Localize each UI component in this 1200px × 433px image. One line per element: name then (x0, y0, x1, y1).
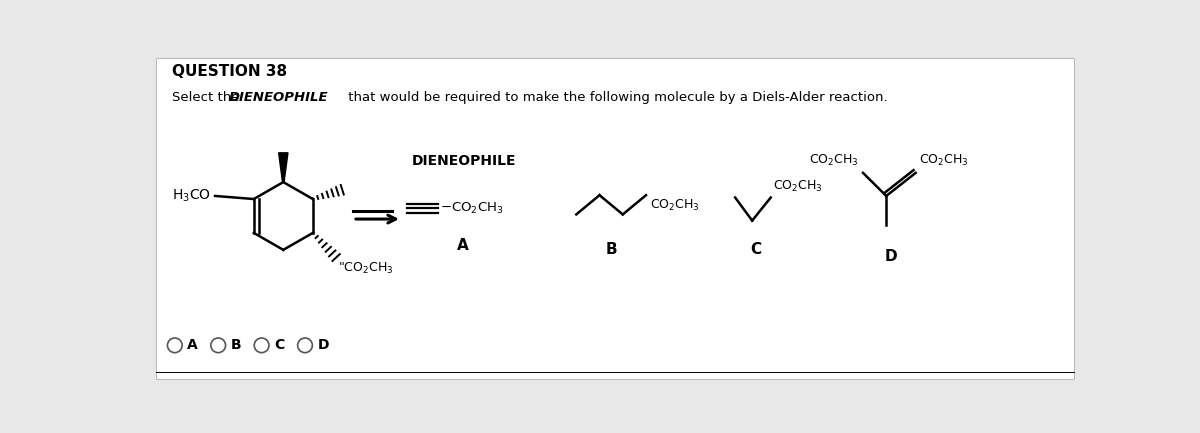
Text: that would be required to make the following molecule by a Diels-Alder reaction.: that would be required to make the follo… (343, 91, 887, 104)
Text: B: B (230, 338, 241, 352)
Circle shape (298, 338, 312, 352)
Text: C: C (274, 338, 284, 352)
Text: D: D (884, 249, 898, 264)
Text: A: A (457, 238, 469, 253)
Text: CO$_2$CH$_3$: CO$_2$CH$_3$ (650, 198, 700, 213)
Text: H$_3$CO: H$_3$CO (172, 188, 211, 204)
Text: Select the: Select the (172, 91, 244, 104)
Text: C: C (750, 242, 762, 257)
Text: B: B (605, 242, 617, 257)
Text: CO$_2$CH$_3$: CO$_2$CH$_3$ (773, 178, 823, 194)
Text: A: A (187, 338, 198, 352)
Text: D: D (317, 338, 329, 352)
Circle shape (168, 338, 182, 352)
Text: "CO$_2$CH$_3$: "CO$_2$CH$_3$ (338, 261, 394, 276)
Text: $-$CO$_2$CH$_3$: $-$CO$_2$CH$_3$ (440, 201, 504, 216)
Circle shape (211, 338, 226, 352)
Circle shape (254, 338, 269, 352)
Text: CO$_2$CH$_3$: CO$_2$CH$_3$ (809, 153, 859, 168)
Polygon shape (278, 153, 288, 182)
Text: QUESTION 38: QUESTION 38 (172, 64, 287, 78)
Text: DIENEOPHILE: DIENEOPHILE (228, 91, 328, 104)
Text: CO$_2$CH$_3$: CO$_2$CH$_3$ (919, 153, 968, 168)
Text: DIENEOPHILE: DIENEOPHILE (412, 154, 516, 168)
